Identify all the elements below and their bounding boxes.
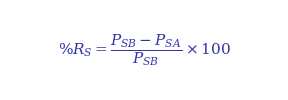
Text: $\%R_S = \dfrac{P_{SB} - P_{SA}}{P_{SB}} \times 100$: $\%R_S = \dfrac{P_{SB} - P_{SA}}{P_{SB}}… — [58, 32, 230, 68]
